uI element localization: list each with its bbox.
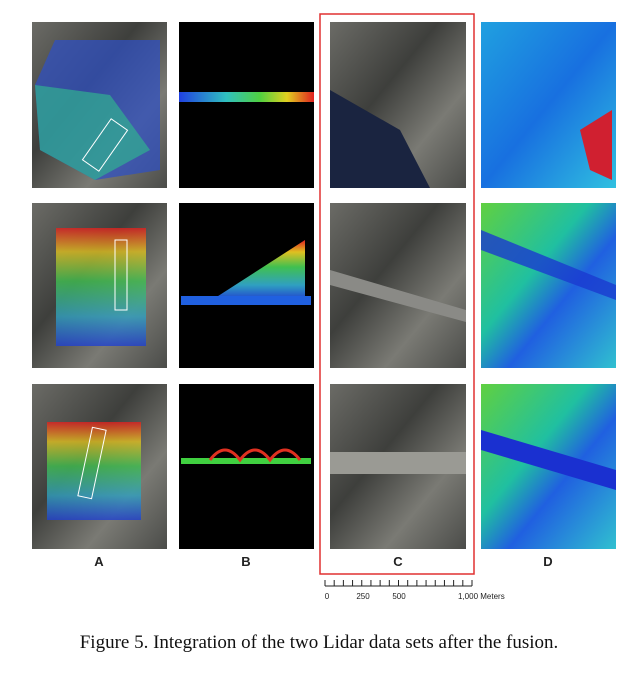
column-label: B [241, 554, 250, 569]
panel-row-2 [32, 203, 616, 368]
panel-row-1 [32, 22, 616, 188]
column-labels: A B C D [94, 554, 552, 569]
caption: Figure 5. Integration of the two Lidar d… [80, 632, 559, 653]
column-label: A [94, 554, 104, 569]
column-label: C [393, 554, 403, 569]
scale-label: 0 [325, 592, 330, 601]
highlight-box [319, 13, 475, 575]
scale-bar [324, 580, 473, 587]
scale-label: 250 [356, 592, 370, 601]
column-label: D [543, 554, 552, 569]
scale-label: 500 [392, 592, 406, 601]
panel-row-3 [32, 384, 616, 549]
scale-label: 1,000 Meters [458, 592, 505, 601]
